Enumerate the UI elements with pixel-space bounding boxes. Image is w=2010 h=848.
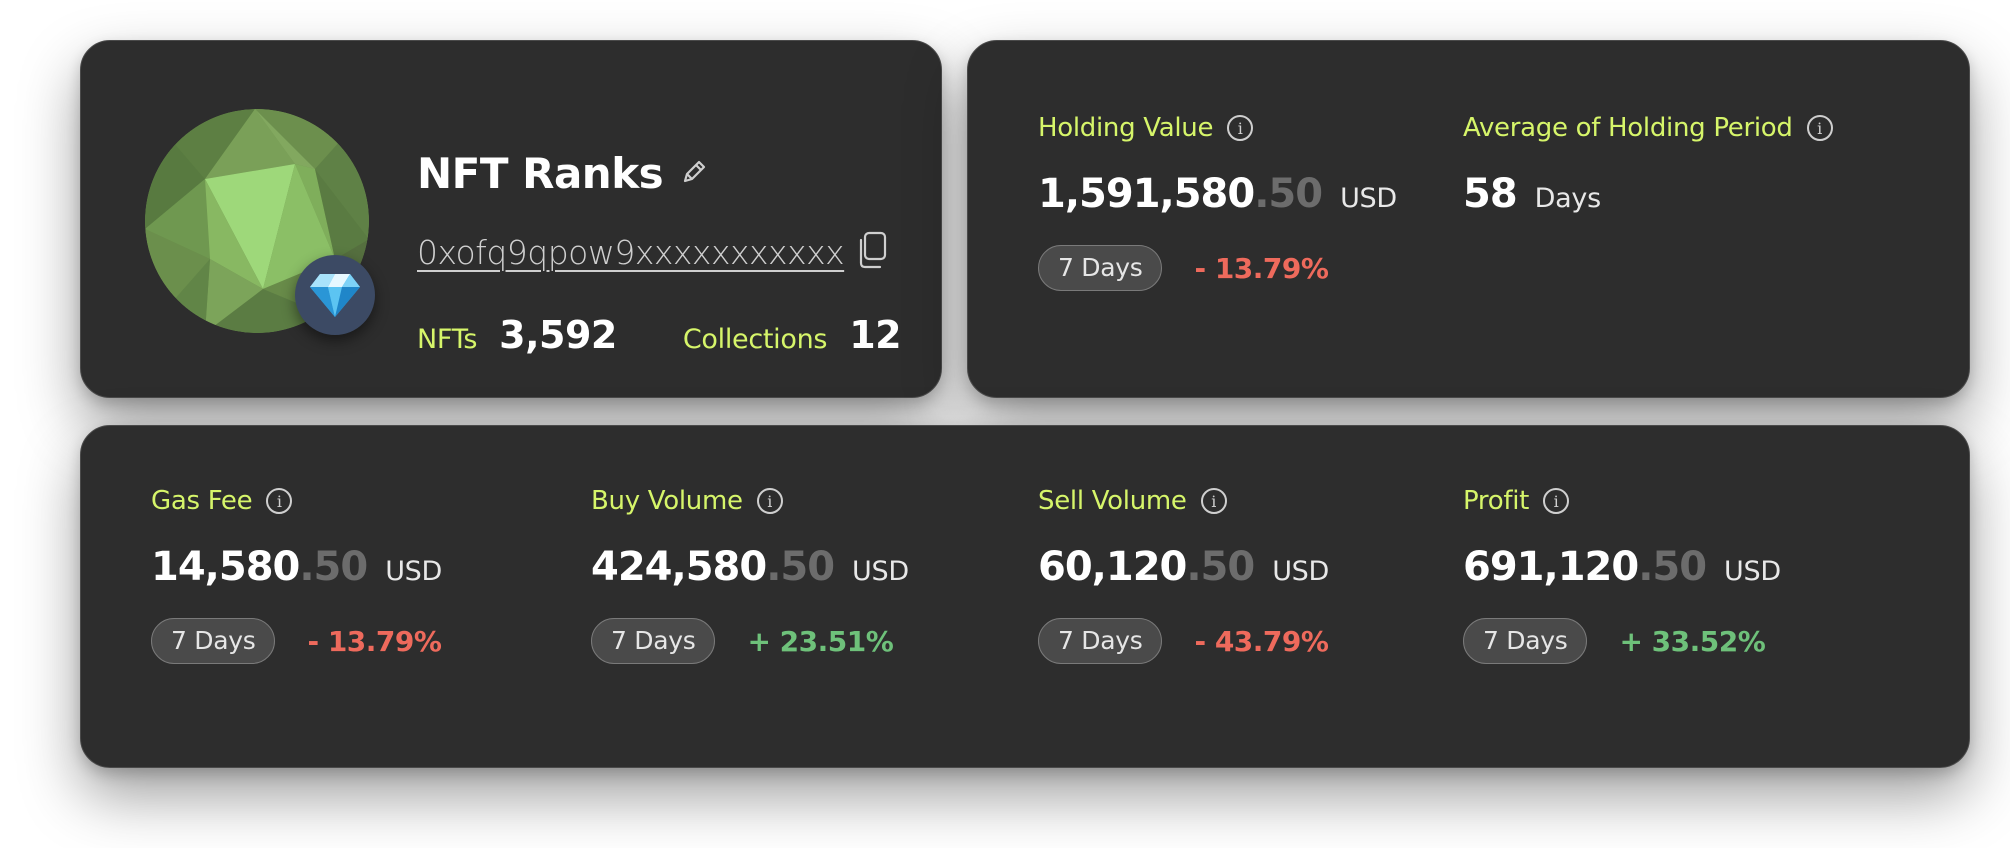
address-row: 0xofq9qpow9xxxxxxxxxxx bbox=[417, 231, 888, 273]
profile-card: NFT Ranks 0xofq9qpow9xxxxxxxxxxx NFTs 3,… bbox=[80, 40, 942, 398]
holding-value-metric: Holding Value i 1,591,580 .50 USD 7 Days… bbox=[1038, 113, 1397, 291]
profit-int: 691,120 bbox=[1463, 544, 1639, 590]
gas-fee-int: 14,580 bbox=[151, 544, 300, 590]
avatar[interactable] bbox=[145, 109, 375, 335]
buy-volume-int: 424,580 bbox=[591, 544, 767, 590]
period-selector[interactable]: 7 Days bbox=[1038, 245, 1163, 291]
diamond-icon bbox=[310, 274, 360, 317]
sell-volume-change: - 43.79% bbox=[1194, 624, 1329, 658]
info-icon[interactable]: i bbox=[1543, 488, 1570, 514]
page-title: NFT Ranks bbox=[417, 149, 664, 198]
period-selector[interactable]: 7 Days bbox=[591, 618, 716, 664]
profit-decimal: .50 bbox=[1638, 544, 1707, 590]
nfts-label: NFTs bbox=[417, 324, 478, 355]
buy-volume-metric: Buy Volume i 424,580 .50 USD 7 Days + 23… bbox=[591, 486, 909, 664]
buy-volume-label: Buy Volume bbox=[591, 486, 743, 516]
buy-volume-decimal: .50 bbox=[766, 544, 835, 590]
profit-change: + 33.52% bbox=[1619, 624, 1766, 658]
holding-card: Holding Value i 1,591,580 .50 USD 7 Days… bbox=[967, 40, 1970, 398]
sell-volume-metric: Sell Volume i 60,120 .50 USD 7 Days - 43… bbox=[1038, 486, 1329, 664]
info-icon[interactable]: i bbox=[266, 488, 293, 514]
counts-row: NFTs 3,592 Collections 12 bbox=[417, 313, 902, 357]
wallet-address-link[interactable]: 0xofq9qpow9xxxxxxxxxxx bbox=[417, 232, 845, 272]
collections-value: 12 bbox=[849, 313, 902, 357]
holding-value-change: - 13.79% bbox=[1194, 251, 1329, 285]
avg-holding-period-unit: Days bbox=[1534, 183, 1601, 214]
holding-value-decimal: .50 bbox=[1254, 171, 1323, 217]
holding-value-unit: USD bbox=[1340, 183, 1397, 214]
profit-label: Profit bbox=[1463, 486, 1530, 516]
info-icon[interactable]: i bbox=[756, 488, 783, 514]
period-selector[interactable]: 7 Days bbox=[1463, 618, 1588, 664]
sell-volume-unit: USD bbox=[1272, 556, 1330, 587]
sell-volume-int: 60,120 bbox=[1038, 544, 1187, 590]
collections-label: Collections bbox=[682, 324, 828, 355]
sell-volume-decimal: .50 bbox=[1186, 544, 1255, 590]
title-row: NFT Ranks bbox=[417, 149, 709, 198]
avg-holding-period-value: 58 bbox=[1463, 171, 1518, 217]
badge bbox=[295, 255, 375, 335]
info-icon[interactable]: i bbox=[1200, 488, 1227, 514]
buy-volume-change: + 23.51% bbox=[747, 624, 894, 658]
holding-value-label: Holding Value bbox=[1038, 113, 1214, 143]
low-poly-avatar-icon bbox=[145, 109, 369, 333]
period-selector[interactable]: 7 Days bbox=[1038, 618, 1163, 664]
pencil-icon[interactable] bbox=[679, 157, 709, 191]
period-selector[interactable]: 7 Days bbox=[151, 618, 276, 664]
profit-unit: USD bbox=[1724, 556, 1781, 587]
buy-volume-unit: USD bbox=[852, 556, 909, 587]
stats-card: Gas Fee i 14,580 .50 USD 7 Days - 13.79%… bbox=[80, 425, 1970, 768]
gas-fee-decimal: .50 bbox=[299, 544, 368, 590]
gas-fee-change: - 13.79% bbox=[307, 624, 442, 658]
holding-value-int: 1,591,580 bbox=[1038, 171, 1255, 217]
avg-holding-period-label: Average of Holding Period bbox=[1463, 113, 1793, 143]
copy-icon[interactable] bbox=[856, 231, 888, 273]
info-icon[interactable]: i bbox=[1227, 115, 1254, 141]
gas-fee-label: Gas Fee bbox=[151, 486, 253, 516]
profit-metric: Profit i 691,120 .50 USD 7 Days + 33.52% bbox=[1463, 486, 1781, 664]
nfts-value: 3,592 bbox=[499, 313, 617, 357]
sell-volume-label: Sell Volume bbox=[1038, 486, 1187, 516]
gas-fee-metric: Gas Fee i 14,580 .50 USD 7 Days - 13.79% bbox=[151, 486, 442, 664]
avg-holding-period-metric: Average of Holding Period i 58 Days bbox=[1463, 113, 1833, 217]
gas-fee-unit: USD bbox=[385, 556, 443, 587]
info-icon[interactable]: i bbox=[1806, 115, 1833, 141]
